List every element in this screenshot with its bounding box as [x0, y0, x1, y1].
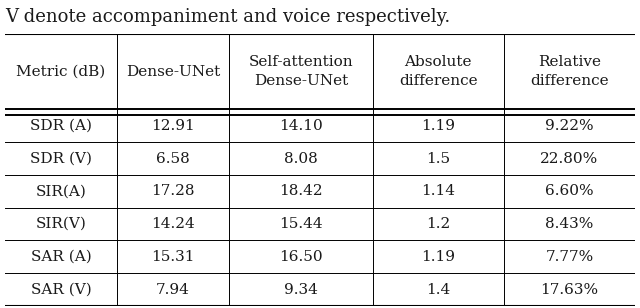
- Text: 6.60%: 6.60%: [545, 184, 594, 198]
- Text: 14.10: 14.10: [279, 119, 323, 133]
- Text: Self-attention
Dense-UNet: Self-attention Dense-UNet: [248, 55, 353, 88]
- Text: Relative
difference: Relative difference: [530, 55, 609, 88]
- Text: Metric (dB): Metric (dB): [17, 65, 106, 79]
- Text: SAR (A): SAR (A): [31, 250, 92, 264]
- Text: 1.19: 1.19: [421, 119, 455, 133]
- Text: 7.77%: 7.77%: [545, 250, 593, 264]
- Text: 1.2: 1.2: [426, 217, 451, 231]
- Text: 12.91: 12.91: [151, 119, 195, 133]
- Text: Absolute
difference: Absolute difference: [399, 55, 477, 88]
- Text: 15.31: 15.31: [151, 250, 195, 264]
- Text: 6.58: 6.58: [156, 152, 190, 165]
- Text: 15.44: 15.44: [279, 217, 323, 231]
- Text: 1.14: 1.14: [421, 184, 455, 198]
- Text: 16.50: 16.50: [279, 250, 323, 264]
- Text: 17.63%: 17.63%: [540, 283, 598, 297]
- Text: SDR (A): SDR (A): [30, 119, 92, 133]
- Text: SIR(A): SIR(A): [36, 184, 86, 198]
- Text: 7.94: 7.94: [156, 283, 190, 297]
- Text: SIR(V): SIR(V): [36, 217, 86, 231]
- Text: 9.22%: 9.22%: [545, 119, 594, 133]
- Text: 1.19: 1.19: [421, 250, 455, 264]
- Text: 18.42: 18.42: [279, 184, 323, 198]
- Text: 22.80%: 22.80%: [540, 152, 598, 165]
- Text: 9.34: 9.34: [284, 283, 317, 297]
- Text: 1.4: 1.4: [426, 283, 451, 297]
- Text: SAR (V): SAR (V): [31, 283, 92, 297]
- Text: SDR (V): SDR (V): [30, 152, 92, 165]
- Text: 8.08: 8.08: [284, 152, 317, 165]
- Text: Dense-UNet: Dense-UNet: [126, 65, 220, 79]
- Text: V denote accompaniment and voice respectively.: V denote accompaniment and voice respect…: [5, 8, 451, 26]
- Text: 17.28: 17.28: [151, 184, 195, 198]
- Text: 14.24: 14.24: [151, 217, 195, 231]
- Text: 1.5: 1.5: [426, 152, 451, 165]
- Text: 8.43%: 8.43%: [545, 217, 594, 231]
